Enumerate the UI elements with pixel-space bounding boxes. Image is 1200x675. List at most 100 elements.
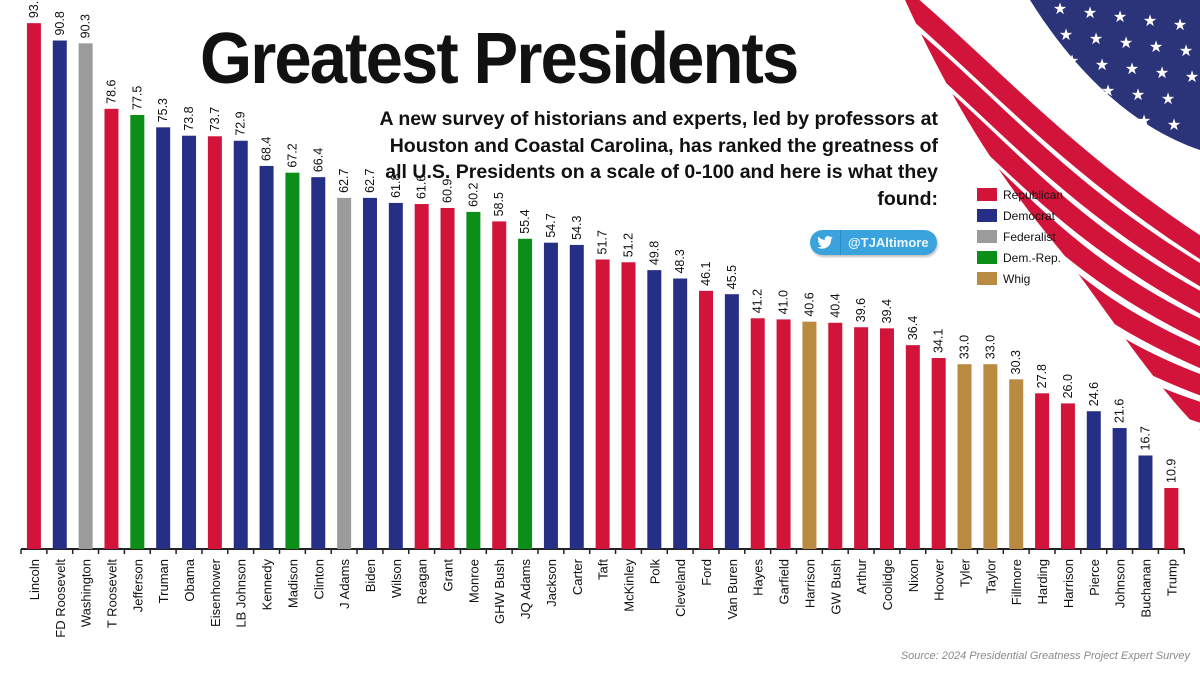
x-tick-label: Arthur (854, 558, 869, 594)
x-tick-label: Grant (441, 559, 456, 592)
bar (1086, 411, 1101, 549)
bar-value-label: 39.4 (880, 299, 894, 323)
flag-star-icon: ★ (1185, 69, 1199, 86)
x-tick-label: T Roosevelt (104, 559, 119, 629)
bar (1112, 428, 1127, 549)
twitter-handle-badge[interactable]: @TJAltimore (810, 230, 937, 255)
legend-swatch (977, 209, 997, 222)
x-tick-label: Coolidge (880, 559, 895, 610)
bar (931, 358, 946, 549)
bar (492, 221, 507, 549)
x-tick-label: Jefferson (130, 559, 145, 612)
legend-label: Democrat (1003, 208, 1056, 223)
legend-label: Federalist (1003, 229, 1056, 244)
bar-value-label: 90.3 (79, 14, 93, 38)
bar (182, 135, 197, 549)
legend-item-dem-rep: Dem.-Rep. (977, 247, 1063, 268)
bar-value-label: 21.6 (1113, 399, 1127, 423)
bar-value-label: 68.4 (260, 137, 274, 161)
flag-star-icon: ★ (1053, 1, 1067, 18)
bar (724, 294, 739, 549)
bar (828, 322, 843, 549)
legend-swatch (977, 188, 997, 201)
x-tick-label: Polk (647, 559, 662, 585)
bar (1138, 455, 1153, 549)
bar (957, 364, 972, 549)
bar-value-label: 60.2 (466, 183, 480, 207)
x-tick-label: Johnson (1113, 559, 1128, 608)
bar (879, 328, 894, 549)
x-tick-label: Carter (570, 558, 585, 595)
flag-star-icon: ★ (1059, 27, 1073, 44)
flag-star-icon: ★ (1143, 13, 1157, 30)
bar (259, 165, 274, 549)
bar (52, 40, 67, 550)
bar-value-label: 26.0 (1061, 374, 1075, 398)
bar-value-label: 62.7 (363, 169, 377, 193)
x-tick-label: Kennedy (260, 559, 275, 611)
bar-value-label: 40.4 (828, 293, 842, 317)
x-tick-label: Biden (363, 559, 378, 592)
bar-value-label: 90.8 (53, 11, 67, 35)
flag-star-icon: ★ (1167, 117, 1181, 134)
bar (440, 207, 455, 549)
bar (337, 197, 352, 549)
x-tick-label: Washington (79, 559, 94, 627)
bar (647, 270, 662, 549)
bar-value-label: 39.6 (854, 298, 868, 322)
legend-swatch (977, 230, 997, 243)
x-tick-label: Jackson (544, 559, 559, 607)
bar-value-label: 61.6 (415, 175, 429, 199)
x-tick-label: GHW Bush (492, 559, 507, 624)
legend-swatch (977, 251, 997, 264)
bar-value-label: 41.0 (777, 290, 791, 314)
bar-value-label: 45.5 (725, 265, 739, 289)
x-tick-label: JQ Adams (518, 559, 533, 619)
bar-value-label: 73.8 (182, 106, 196, 130)
flag-star-icon: ★ (1089, 31, 1103, 48)
flag-star-icon: ★ (1161, 91, 1175, 108)
x-tick-label: McKinley (621, 559, 636, 612)
bar (750, 318, 765, 549)
x-tick-label: Hoover (932, 558, 947, 601)
flag-star-icon: ★ (1071, 79, 1085, 96)
subtitle: A new survey of historians and experts, … (379, 108, 938, 210)
bar-value-label: 51.7 (596, 230, 610, 254)
x-tick-label: Lincoln (27, 559, 42, 600)
bar-value-label: 54.3 (570, 216, 584, 240)
bar (621, 262, 636, 549)
x-tick-label: Wilson (389, 559, 404, 598)
legend-item-federalist: Federalist (977, 226, 1063, 247)
bar (802, 321, 817, 549)
bar-value-label: 61.8 (389, 174, 403, 198)
flag-star-icon: ★ (1137, 113, 1151, 130)
bar-value-label: 46.1 (699, 261, 713, 285)
bar (26, 23, 41, 550)
flag-star-icon: ★ (1065, 53, 1079, 70)
x-tick-label: Van Buren (725, 559, 740, 619)
bar (130, 115, 145, 549)
bar-value-label: 49.8 (647, 241, 661, 265)
bar (518, 238, 533, 549)
bar-value-label: 27.8 (1035, 364, 1049, 388)
bar-value-label: 78.6 (104, 79, 118, 103)
flag-star-icon: ★ (1131, 87, 1145, 104)
bar-value-label: 36.4 (906, 316, 920, 340)
bar-value-label: 24.6 (1087, 382, 1101, 406)
bar-value-label: 51.2 (621, 233, 635, 257)
flag-star-icon: ★ (1119, 35, 1133, 52)
flag-star-icon: ★ (1101, 83, 1115, 100)
bar-value-label: 72.9 (234, 111, 248, 135)
flag-star-icon: ★ (1173, 17, 1187, 34)
bar (156, 127, 171, 549)
bar (1164, 487, 1179, 549)
flag-star-icon: ★ (1083, 5, 1097, 22)
bar-value-label: 10.9 (1164, 459, 1178, 483)
bar (285, 172, 300, 549)
bar-value-label: 40.6 (802, 292, 816, 316)
x-tick-label: Pierce (1087, 559, 1102, 596)
x-tick-label: FD Roosevelt (53, 559, 68, 638)
bar-value-label: 54.7 (544, 213, 558, 237)
bar (543, 242, 558, 549)
